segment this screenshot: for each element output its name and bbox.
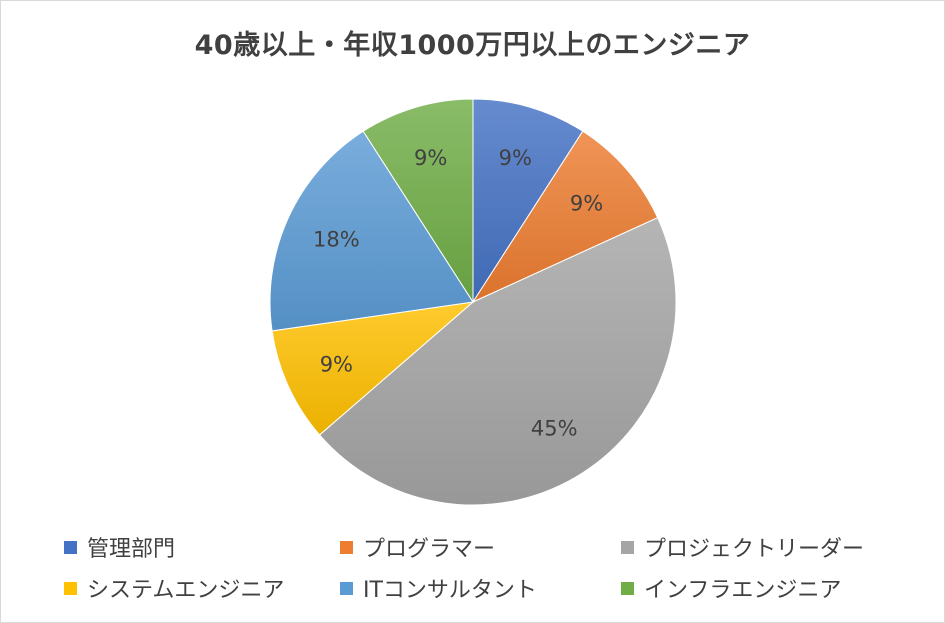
data-label-0: 9% (499, 146, 532, 170)
legend-swatch (64, 540, 77, 554)
legend-label: プログラマー (363, 537, 496, 562)
data-label-1: 9% (570, 192, 603, 216)
legend-item-it-consultant: ITコンサルタント (340, 573, 537, 603)
pie-slice-4 (269, 130, 474, 332)
pie-slices (269, 98, 677, 506)
pie-slice-0 (472, 98, 584, 304)
legend-item-programmer: プログラマー (340, 532, 495, 562)
legend-label: インフラエンジニア (644, 578, 842, 603)
data-label-3: 9% (320, 352, 353, 376)
legend-swatch (64, 581, 77, 595)
pie-slice-1 (471, 130, 659, 304)
data-label-2: 45% (531, 416, 578, 440)
legend-label: ITコンサルタント (363, 578, 537, 603)
pie-slice-5 (362, 98, 474, 304)
pie-slice-3 (271, 301, 475, 436)
legend-label: 管理部門 (87, 537, 176, 562)
pie-data-labels: 9% 9% 45% 9% 18% 9% (313, 146, 603, 441)
legend-item-infra-engineer: インフラエンジニア (621, 573, 841, 603)
data-label-5: 9% (414, 146, 447, 170)
legend-swatch (340, 581, 353, 595)
legend-swatch (621, 540, 634, 554)
legend-swatch (621, 581, 634, 595)
chart-title: 40歳以上・年収1000万円以上のエンジニア (194, 30, 751, 61)
legend-label: システムエンジニア (87, 578, 285, 603)
pie-slice-2 (318, 217, 677, 506)
legend-item-project-leader: プロジェクトリーダー (621, 532, 864, 562)
legend-label: プロジェクトリーダー (644, 537, 865, 562)
legend-swatch (340, 540, 353, 554)
legend-item-kanri: 管理部門 (64, 532, 175, 562)
data-label-4: 18% (313, 228, 360, 252)
legend-item-system-engineer: システムエンジニア (64, 573, 284, 603)
